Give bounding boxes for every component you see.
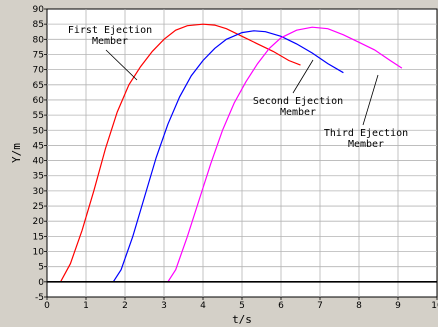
x-tick-label: 6 [278,301,284,311]
x-tick-label: 0 [44,301,50,311]
x-tick-label: 3 [161,301,167,311]
y-tick-label: 40 [33,157,45,167]
annotation-leader-2 [292,59,314,94]
x-tick-label: 5 [239,301,245,311]
x-tick-label: 4 [200,301,206,311]
y-tick-label: 0 [38,278,44,288]
series-line-2 [112,30,344,283]
annotation-leader-3 [362,74,379,126]
annotation-2-line-1: Second Ejection [253,96,343,107]
y-tick-label: 15 [33,232,44,242]
annotation-1-line-1: First Ejection [68,25,152,36]
y-tick-label: 55 [33,111,44,121]
y-tick-label: 25 [33,202,44,212]
y-tick-label: 65 [33,81,44,91]
y-tick-label: 30 [33,187,45,197]
series-line-3 [167,26,403,283]
y-tick-label: 50 [33,126,45,136]
series-line-1 [47,23,301,283]
x-axis-label: t/s [232,313,252,326]
annotation-1-line-2: Member [92,36,128,47]
x-tick-label: 10 [431,301,438,311]
y-tick-label: 60 [33,96,45,106]
annotation-3-line-2: Member [348,139,384,150]
annotation-leader-1 [105,49,138,81]
x-tick-label: 2 [122,301,128,311]
y-tick-label: 10 [33,248,45,258]
y-tick-label: 80 [33,35,45,45]
y-tick-label: 45 [33,141,44,151]
annotation-3-line-1: Third Ejection [324,128,408,139]
x-tick-label: 8 [356,301,362,311]
x-tick-label: 1 [83,301,89,311]
y-tick-label: 70 [33,66,45,76]
y-tick-label: 90 [33,5,45,15]
x-tick-label: 7 [317,301,323,311]
y-tick-label: -5 [35,293,44,303]
y-axis-label: Y/m [10,143,23,163]
y-tick-label: 75 [33,50,44,60]
y-tick-label: 35 [33,172,44,182]
y-tick-label: 85 [33,20,44,30]
annotation-2-line-2: Member [280,107,316,118]
y-tick-label: 20 [33,217,45,227]
x-tick-label: 9 [395,301,401,311]
y-tick-label: 5 [38,263,44,273]
